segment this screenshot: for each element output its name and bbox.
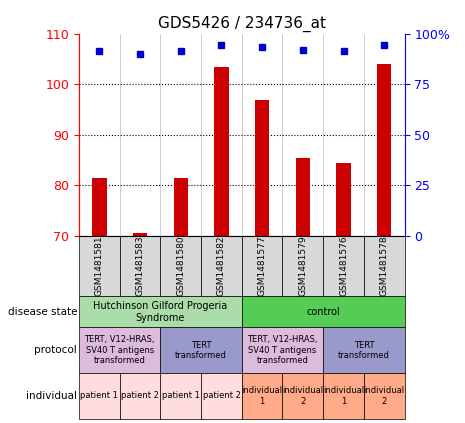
- Text: protocol: protocol: [34, 345, 77, 355]
- Text: individual
1: individual 1: [242, 386, 283, 406]
- Bar: [242, 236, 283, 296]
- Bar: [160, 327, 242, 373]
- Text: GSM1481577: GSM1481577: [258, 236, 266, 297]
- Bar: [283, 373, 323, 419]
- Text: individual
1: individual 1: [323, 386, 364, 406]
- Bar: [214, 67, 229, 236]
- Text: individual
2: individual 2: [364, 386, 405, 406]
- Text: patient 2: patient 2: [203, 391, 240, 401]
- Text: TERT
transformed: TERT transformed: [338, 341, 390, 360]
- Text: patient 2: patient 2: [121, 391, 159, 401]
- Text: TERT, V12-HRAS,
SV40 T antigens
transformed: TERT, V12-HRAS, SV40 T antigens transfor…: [247, 335, 318, 365]
- Bar: [201, 373, 242, 419]
- Text: patient 1: patient 1: [80, 391, 118, 401]
- Text: Hutchinson Gilford Progeria
Syndrome: Hutchinson Gilford Progeria Syndrome: [93, 301, 227, 323]
- Bar: [79, 327, 160, 373]
- Bar: [283, 236, 323, 296]
- Text: GSM1481581: GSM1481581: [95, 236, 104, 297]
- Text: GSM1481576: GSM1481576: [339, 236, 348, 297]
- Bar: [336, 163, 351, 236]
- Bar: [242, 373, 283, 419]
- Bar: [79, 296, 242, 327]
- Bar: [296, 158, 310, 236]
- Bar: [201, 236, 242, 296]
- Text: GSM1481583: GSM1481583: [136, 236, 145, 297]
- Bar: [323, 236, 364, 296]
- Bar: [120, 373, 160, 419]
- Text: individual: individual: [26, 391, 77, 401]
- Text: individual
2: individual 2: [282, 386, 323, 406]
- Text: patient 1: patient 1: [162, 391, 199, 401]
- Bar: [160, 373, 201, 419]
- Bar: [323, 327, 405, 373]
- Bar: [242, 327, 323, 373]
- Text: GSM1481579: GSM1481579: [299, 236, 307, 297]
- Title: GDS5426 / 234736_at: GDS5426 / 234736_at: [158, 16, 326, 33]
- Bar: [120, 236, 160, 296]
- Text: GSM1481580: GSM1481580: [176, 236, 185, 297]
- Text: TERT
transformed: TERT transformed: [175, 341, 227, 360]
- Bar: [364, 373, 405, 419]
- Bar: [323, 373, 364, 419]
- Bar: [160, 236, 201, 296]
- Text: GSM1481578: GSM1481578: [380, 236, 389, 297]
- Text: GSM1481582: GSM1481582: [217, 236, 226, 297]
- Bar: [133, 233, 147, 236]
- Text: disease state: disease state: [7, 307, 77, 317]
- Text: TERT, V12-HRAS,
SV40 T antigens
transformed: TERT, V12-HRAS, SV40 T antigens transfor…: [85, 335, 155, 365]
- Text: control: control: [306, 307, 340, 317]
- Bar: [255, 99, 269, 236]
- Bar: [173, 178, 188, 236]
- Bar: [92, 178, 106, 236]
- Bar: [242, 296, 405, 327]
- Bar: [377, 64, 392, 236]
- Bar: [364, 236, 405, 296]
- Bar: [79, 236, 120, 296]
- Bar: [79, 373, 120, 419]
